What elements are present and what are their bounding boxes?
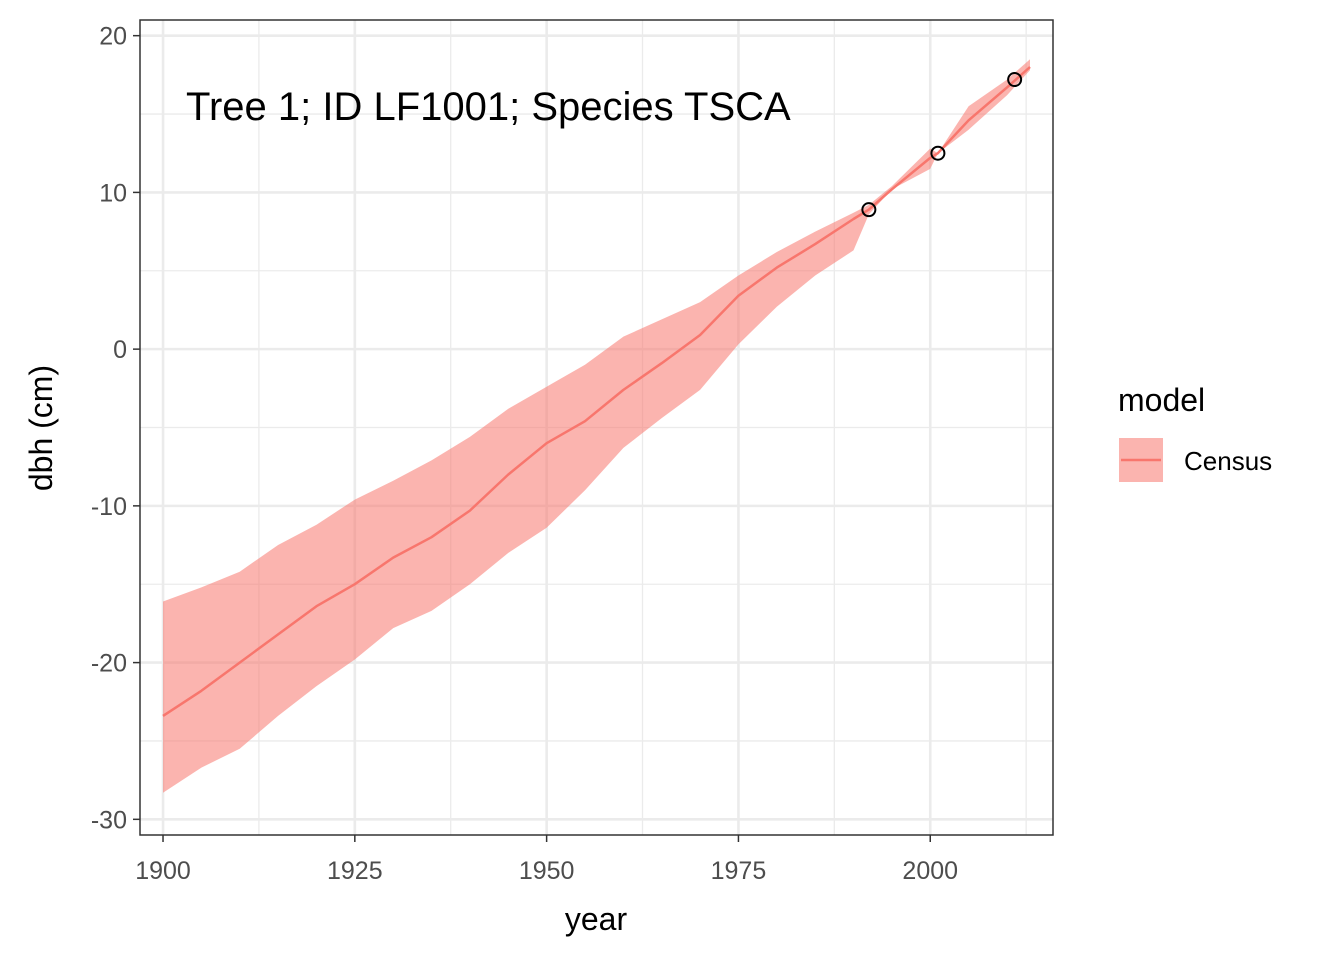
x-tick-label: 1925 [327,857,383,885]
census-point [930,145,946,161]
x-tick-label: 1975 [711,857,767,885]
census-point [1007,72,1023,88]
panel-border [139,19,1054,836]
grid-major [140,20,1053,835]
y-axis: -30 -20 -10 0 10 20 [91,23,140,834]
x-tick-label: 1950 [519,857,575,885]
y-tick-label: -20 [91,650,127,678]
series-line [162,66,1031,717]
series-lines [162,66,1031,717]
y-tick-label: 10 [99,179,127,207]
x-tick-label: 1900 [135,857,191,885]
confidence-ribbons [163,59,1030,793]
y-axis-title: dbh (cm) [23,365,59,491]
x-tick-label: 2000 [902,857,958,885]
x-axis-title: year [565,901,628,937]
census-point [861,202,877,218]
y-tick-label: 0 [113,336,127,364]
y-tick-label: -30 [91,806,127,834]
y-tick-label: -10 [91,493,127,521]
x-axis: 1900 1925 1950 1975 2000 [135,835,958,885]
series-ribbon [163,59,1030,793]
plot-annotation: Tree 1; ID LF1001; Species TSCA [186,85,791,129]
legend-label-census: Census [1184,446,1272,476]
census-points [861,72,1023,218]
legend-title: model [1118,382,1205,418]
legend: model Census [1118,382,1272,482]
y-tick-label: 20 [99,23,127,51]
